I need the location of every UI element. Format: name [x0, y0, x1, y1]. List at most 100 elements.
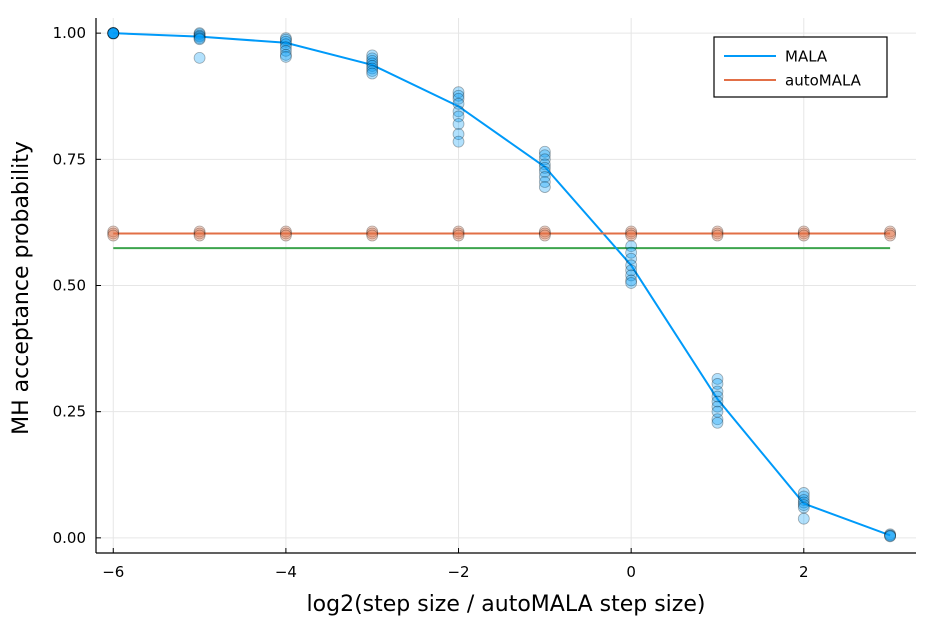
data-point-mala [279, 50, 292, 63]
data-point-automala [797, 227, 810, 240]
data-point-mala [193, 32, 206, 45]
data-point-mala [625, 246, 638, 259]
data-point-automala [884, 229, 897, 242]
data-point-mala [193, 27, 206, 40]
data-point-mala [797, 487, 810, 499]
data-point-mala [884, 529, 897, 542]
data-point-mala [193, 51, 206, 64]
data-point-automala [711, 227, 724, 240]
data-point-mala [107, 27, 120, 40]
data-point-mala [625, 277, 638, 289]
data-point-mala [538, 181, 551, 193]
data-point-mala [452, 86, 465, 99]
data-point-mala [711, 385, 724, 398]
data-point-mala [279, 35, 292, 48]
data-point-automala [452, 225, 465, 238]
data-point-mala [366, 60, 379, 72]
data-point-mala [538, 166, 551, 178]
data-point-mala [884, 528, 897, 541]
data-point-automala [366, 225, 379, 238]
data-point-mala [711, 400, 724, 413]
data-point-mala [452, 89, 465, 102]
data-point-mala [107, 27, 120, 40]
data-point-mala [107, 27, 120, 40]
data-point-mala [279, 48, 292, 61]
series-line-mala [113, 32, 891, 537]
data-point-mala [452, 105, 465, 118]
data-point-mala [107, 27, 120, 40]
data-point-mala [625, 274, 638, 287]
data-point-mala [452, 92, 465, 105]
data-point-mala [711, 390, 724, 403]
data-point-mala [711, 372, 724, 385]
data-point-mala [107, 27, 120, 40]
x-axis-label: log2(step size / autoMALA step size) [307, 592, 706, 617]
data-point-mala [797, 499, 810, 511]
data-point-mala [797, 496, 810, 509]
data-point-automala [279, 227, 292, 240]
data-point-mala [452, 128, 465, 140]
data-point-mala [711, 378, 724, 390]
data-point-automala [625, 225, 638, 238]
data-point-mala [625, 269, 638, 282]
data-point-mala [107, 27, 120, 40]
data-point-mala [366, 62, 379, 75]
data-point-mala [538, 145, 551, 158]
data-point-automala [711, 229, 724, 242]
data-point-automala [193, 225, 206, 238]
data-point-automala [107, 229, 120, 242]
y-axis-label: MH acceptance probability [9, 141, 34, 435]
y-tick-label: 0.25 [53, 403, 86, 421]
data-point-mala [452, 97, 465, 110]
data-point-automala [797, 225, 810, 238]
data-point-mala [366, 49, 379, 62]
data-point-automala [538, 229, 551, 242]
data-point-automala [538, 225, 551, 238]
series-lines [113, 32, 891, 537]
data-point-mala [538, 153, 551, 166]
x-tick-label: −2 [447, 563, 469, 581]
data-point-mala [884, 529, 897, 542]
data-point-mala [279, 33, 292, 46]
data-point-automala [452, 227, 465, 240]
y-tick-label: 0.00 [53, 529, 86, 547]
data-point-automala [107, 227, 120, 240]
data-point-mala [538, 171, 551, 183]
data-point-mala [279, 44, 292, 57]
data-point-mala [452, 118, 465, 130]
data-point-mala [538, 149, 551, 162]
data-point-mala [279, 32, 292, 45]
data-point-mala [366, 65, 379, 77]
data-point-mala [625, 264, 638, 277]
data-point-mala [452, 135, 465, 148]
data-point-mala [711, 395, 724, 408]
legend: MALA autoMALA [713, 36, 888, 98]
data-point-mala [279, 41, 292, 54]
data-point-automala [797, 229, 810, 242]
data-point-mala [452, 110, 465, 123]
x-tick-label: −6 [102, 563, 124, 581]
data-point-mala [366, 67, 379, 80]
series-points [107, 27, 897, 543]
data-point-mala [711, 413, 724, 426]
data-point-mala [711, 416, 724, 429]
data-point-mala [107, 27, 120, 40]
data-point-automala [279, 229, 292, 242]
data-point-mala [538, 162, 551, 174]
data-point-mala [797, 501, 810, 514]
data-point-automala [625, 229, 638, 242]
data-point-automala [884, 227, 897, 240]
data-point-mala [193, 30, 206, 43]
x-tick-label: 0 [626, 563, 636, 581]
data-point-mala [107, 27, 120, 40]
data-point-mala [797, 490, 810, 503]
y-tick-label: 0.75 [53, 150, 86, 168]
data-point-automala [193, 227, 206, 240]
y-tick-label: 1.00 [53, 24, 86, 42]
data-point-automala [279, 225, 292, 238]
data-point-automala [538, 227, 551, 240]
data-point-mala [625, 259, 638, 272]
data-point-mala [711, 405, 724, 418]
data-point-automala [366, 229, 379, 242]
data-point-mala [538, 176, 551, 188]
